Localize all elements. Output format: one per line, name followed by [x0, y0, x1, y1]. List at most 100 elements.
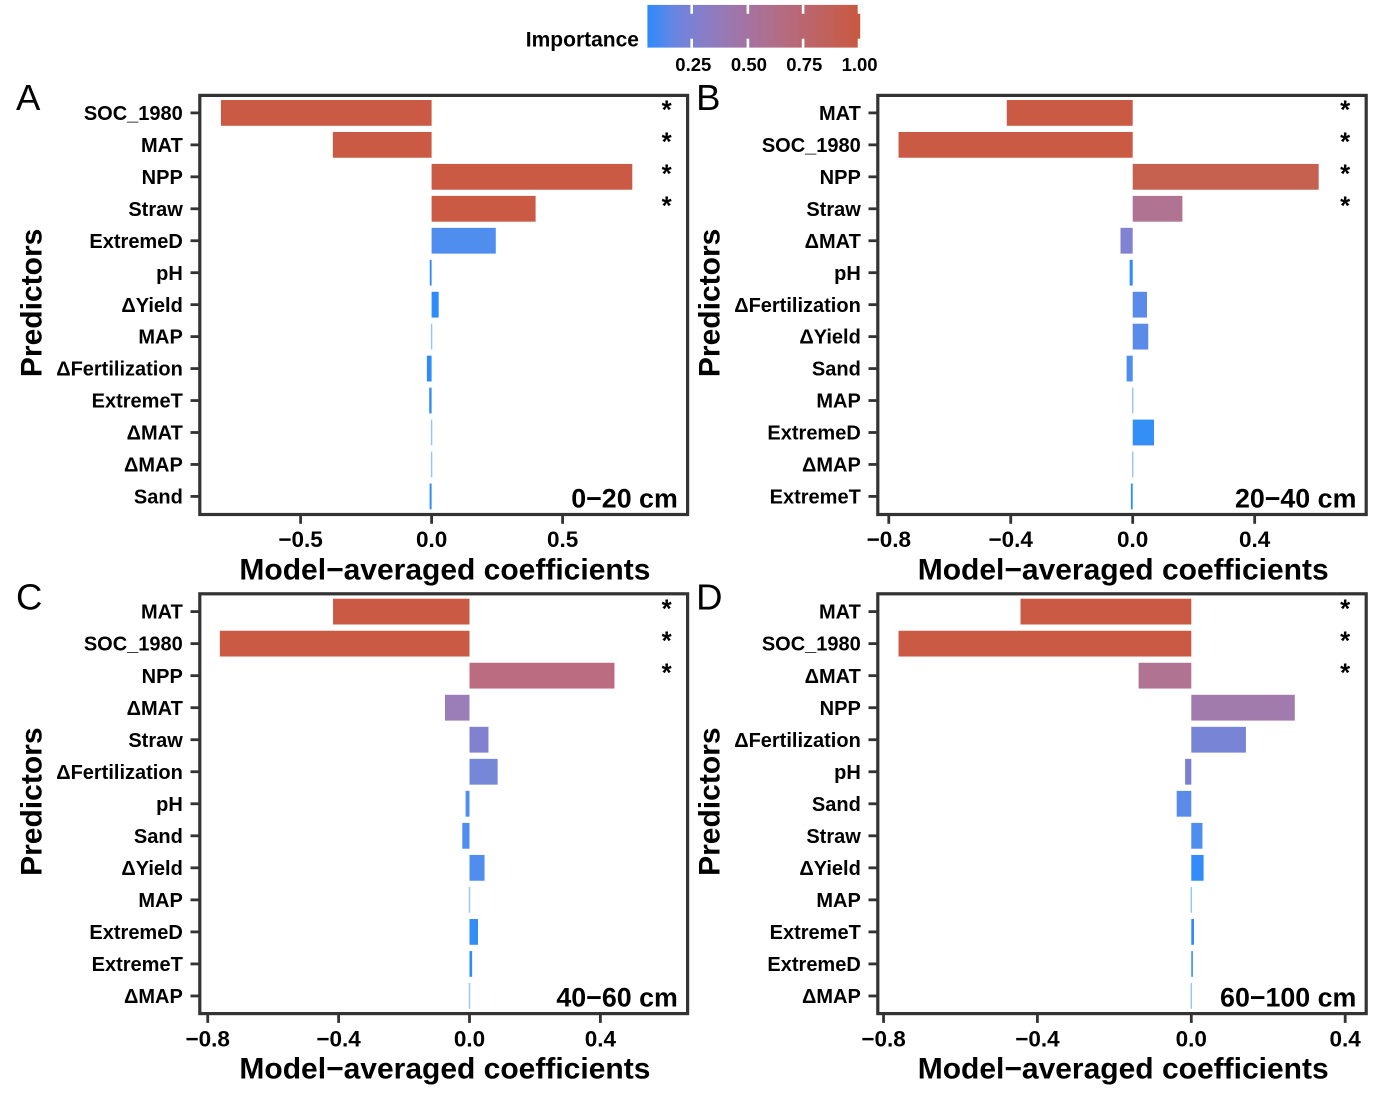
svg-text:*: *	[1340, 595, 1351, 623]
svg-text:ΔMAP: ΔMAP	[124, 986, 183, 1008]
svg-text:Model−averaged coefficients: Model−averaged coefficients	[918, 1053, 1329, 1086]
svg-text:−0.4: −0.4	[989, 527, 1034, 552]
svg-text:MAP: MAP	[138, 890, 182, 912]
svg-text:*: *	[1340, 161, 1351, 189]
svg-text:*: *	[1340, 97, 1351, 125]
svg-text:MAT: MAT	[819, 103, 861, 125]
svg-text:NPP: NPP	[820, 698, 861, 720]
svg-text:*: *	[662, 659, 673, 687]
svg-text:60−100 cm: 60−100 cm	[1220, 982, 1356, 1012]
svg-text:*: *	[1340, 129, 1351, 157]
svg-text:0.75: 0.75	[786, 54, 822, 75]
svg-text:ΔFertilization: ΔFertilization	[56, 762, 183, 784]
svg-text:−0.8: −0.8	[861, 1026, 905, 1051]
svg-text:0.25: 0.25	[675, 54, 711, 75]
svg-text:0.0: 0.0	[1176, 1026, 1207, 1051]
svg-text:0.0: 0.0	[1117, 527, 1148, 552]
svg-text:Predictors: Predictors	[16, 229, 49, 377]
svg-text:D: D	[696, 577, 722, 618]
svg-text:0.4: 0.4	[1239, 527, 1271, 552]
svg-text:20−40 cm: 20−40 cm	[1235, 483, 1356, 513]
svg-text:*: *	[1340, 193, 1351, 221]
svg-text:0.4: 0.4	[585, 1026, 617, 1051]
svg-text:*: *	[662, 627, 673, 655]
svg-text:ExtremeD: ExtremeD	[89, 231, 182, 253]
svg-text:ΔYield: ΔYield	[121, 858, 182, 880]
svg-text:*: *	[1340, 627, 1351, 655]
svg-text:*: *	[662, 97, 673, 125]
svg-text:Model−averaged coefficients: Model−averaged coefficients	[918, 554, 1329, 587]
svg-text:MAT: MAT	[141, 135, 183, 157]
svg-text:pH: pH	[834, 762, 861, 784]
svg-text:ΔMAT: ΔMAT	[127, 698, 183, 720]
svg-text:*: *	[662, 595, 673, 623]
svg-text:Straw: Straw	[128, 199, 183, 221]
svg-text:ΔMAT: ΔMAT	[127, 423, 183, 445]
svg-text:MAP: MAP	[816, 391, 860, 413]
svg-text:ΔFertilization: ΔFertilization	[56, 359, 183, 381]
svg-text:MAT: MAT	[141, 602, 183, 624]
svg-text:SOC_1980: SOC_1980	[84, 634, 183, 656]
svg-text:ΔYield: ΔYield	[799, 858, 860, 880]
svg-text:1.00: 1.00	[842, 54, 878, 75]
svg-text:ExtremeT: ExtremeT	[92, 954, 183, 976]
svg-text:pH: pH	[156, 263, 183, 285]
svg-text:ΔMAP: ΔMAP	[802, 986, 861, 1008]
svg-text:B: B	[696, 77, 720, 118]
svg-text:NPP: NPP	[142, 666, 183, 688]
svg-text:Sand: Sand	[134, 826, 183, 848]
svg-text:ExtremeD: ExtremeD	[767, 423, 860, 445]
svg-text:ΔYield: ΔYield	[799, 327, 860, 349]
svg-text:SOC_1980: SOC_1980	[84, 103, 183, 125]
svg-text:ExtremeT: ExtremeT	[770, 922, 861, 944]
svg-text:ΔMAT: ΔMAT	[805, 231, 861, 253]
svg-text:ΔFertilization: ΔFertilization	[734, 730, 861, 752]
svg-text:ΔFertilization: ΔFertilization	[734, 295, 861, 317]
svg-text:Straw: Straw	[128, 730, 183, 752]
svg-text:0.50: 0.50	[731, 54, 767, 75]
svg-text:MAP: MAP	[138, 327, 182, 349]
svg-text:Model−averaged coefficients: Model−averaged coefficients	[239, 1053, 650, 1086]
svg-text:*: *	[662, 129, 673, 157]
svg-text:0.4: 0.4	[1330, 1026, 1362, 1051]
svg-text:0−20 cm: 0−20 cm	[571, 483, 678, 513]
svg-text:ExtremeD: ExtremeD	[767, 954, 860, 976]
svg-text:0.5: 0.5	[547, 527, 578, 552]
svg-text:Predictors: Predictors	[16, 728, 49, 876]
svg-text:ΔYield: ΔYield	[121, 295, 182, 317]
svg-text:Straw: Straw	[806, 199, 861, 221]
svg-text:−0.5: −0.5	[278, 527, 322, 552]
svg-text:A: A	[16, 77, 41, 118]
svg-text:ExtremeD: ExtremeD	[89, 922, 182, 944]
svg-text:C: C	[16, 577, 42, 618]
svg-text:Sand: Sand	[812, 794, 861, 816]
svg-text:pH: pH	[834, 263, 861, 285]
svg-text:ΔMAP: ΔMAP	[124, 455, 183, 477]
svg-text:Sand: Sand	[812, 359, 861, 381]
svg-text:−0.8: −0.8	[867, 527, 911, 552]
svg-text:Model−averaged coefficients: Model−averaged coefficients	[239, 554, 650, 587]
svg-text:NPP: NPP	[820, 167, 861, 189]
svg-text:NPP: NPP	[142, 167, 183, 189]
svg-text:Sand: Sand	[134, 487, 183, 509]
svg-text:SOC_1980: SOC_1980	[762, 634, 861, 656]
svg-text:*: *	[662, 161, 673, 189]
svg-text:Predictors: Predictors	[694, 229, 727, 377]
svg-text:Importance: Importance	[526, 28, 639, 51]
svg-text:ExtremeT: ExtremeT	[770, 487, 861, 509]
svg-text:−0.8: −0.8	[186, 1026, 230, 1051]
svg-text:40−60 cm: 40−60 cm	[556, 982, 677, 1012]
svg-text:*: *	[1340, 659, 1351, 687]
svg-text:MAT: MAT	[819, 602, 861, 624]
svg-text:ΔMAT: ΔMAT	[805, 666, 861, 688]
svg-text:0.0: 0.0	[416, 527, 447, 552]
svg-text:−0.4: −0.4	[1015, 1026, 1060, 1051]
svg-text:MAP: MAP	[816, 890, 860, 912]
svg-text:SOC_1980: SOC_1980	[762, 135, 861, 157]
svg-text:−0.4: −0.4	[316, 1026, 361, 1051]
svg-text:0.0: 0.0	[454, 1026, 485, 1051]
svg-text:ExtremeT: ExtremeT	[92, 391, 183, 413]
svg-text:Predictors: Predictors	[694, 728, 727, 876]
svg-text:pH: pH	[156, 794, 183, 816]
svg-text:*: *	[662, 193, 673, 221]
